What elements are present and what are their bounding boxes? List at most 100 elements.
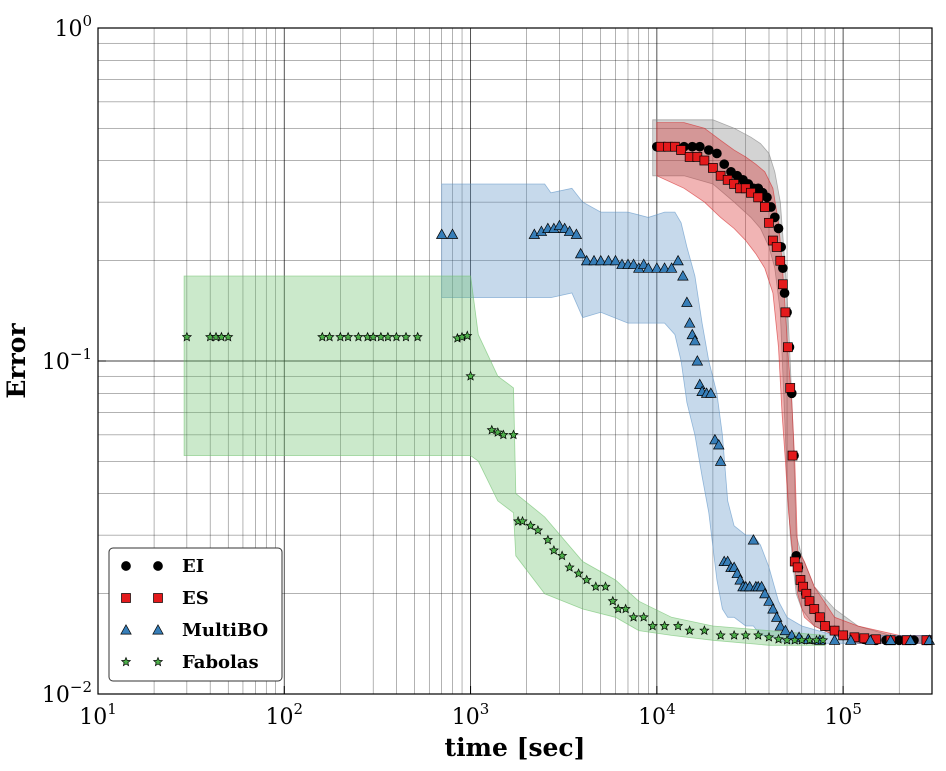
point-multibo [672,254,684,266]
point-fabolas [462,330,473,341]
point-fabolas [817,634,829,645]
point-fabolas [542,534,553,545]
point-es [792,562,803,573]
y-tick-label: 10−1 [42,345,92,375]
point-es [699,155,710,166]
point-fabolas [556,550,568,561]
point-fabolas [382,331,394,342]
legend-marker [120,656,132,667]
point-fabolas [573,568,584,578]
point-es [778,279,788,290]
y-tick-label: 100 [54,12,92,42]
error-bands [183,119,933,646]
point-ei [779,288,790,298]
point-fabolas [715,630,726,640]
point-multibo [691,355,704,366]
legend-marker [120,624,132,635]
point-multibo [446,228,459,239]
point-fabolas [486,424,497,435]
legend-label: MultiBO [182,620,268,641]
point-es [759,202,770,212]
point-ei [773,223,784,234]
point-fabolas [391,331,402,342]
point-multibo [705,387,717,398]
point-multibo [763,595,775,606]
point-es [780,307,791,318]
point-fabolas [638,611,649,622]
point-multibo [864,634,877,645]
point-multibo [609,254,622,266]
point-fabolas [672,620,684,631]
point-fabolas [590,581,601,592]
point-es [708,163,718,173]
point-fabolas [492,427,503,437]
point-multibo [580,254,593,266]
point-fabolas [628,611,639,622]
legend-label: Fabolas [182,652,259,673]
point-ei [762,192,772,203]
legend: EI ES MultiBO Fabolas [108,547,283,682]
point-fabolas [773,633,784,644]
point-es [820,621,830,631]
legend-marker [152,656,164,667]
x-tick-label: 102 [266,700,304,730]
legend-entry-fabolas: Fabolas [120,652,259,673]
point-ei [703,145,714,155]
point-fabolas [465,370,476,381]
point-multibo [683,317,696,328]
point-es [771,242,782,252]
point-es [775,255,786,266]
point-multibo [681,296,693,307]
point-multibo [677,270,689,281]
point-multibo [770,611,783,622]
point-fabolas [620,603,631,614]
x-tick-label: 103 [452,700,490,730]
point-multibo [627,258,640,269]
point-es [838,630,848,641]
point-fabolas [353,331,364,342]
point-multibo [755,580,768,592]
point-es [753,192,764,203]
point-fabolas [532,524,544,535]
point-fabolas [223,331,234,342]
point-multibo [689,334,701,346]
point-fabolas [412,331,423,342]
point-multibo [714,455,727,466]
point-es [785,383,796,393]
point-fabolas [699,625,710,636]
point-multibo [563,225,576,236]
point-fabolas [324,331,335,342]
band-fabolas [183,275,826,646]
point-multibo [759,587,771,599]
series-fabolas [181,330,829,645]
point-fabolas [548,544,559,555]
band-multibo [441,183,933,644]
point-es [676,145,686,155]
point-multibo [602,254,615,266]
point-multibo [767,603,779,614]
point-multibo [779,624,792,636]
point-multibo [658,262,671,273]
point-multibo [435,228,448,239]
x-tick-label: 104 [638,700,676,730]
point-fabolas [684,625,695,636]
point-multibo [651,262,663,273]
legend-box [108,547,283,682]
point-multibo [712,438,725,450]
legend-entry-ei: EI [121,556,204,577]
point-fabolas [659,620,670,631]
point-fabolas [763,631,775,642]
y-tick-label: 10−2 [42,678,92,708]
legend-marker [153,593,163,603]
point-multibo [904,634,917,645]
legend-marker [152,624,164,635]
point-es [814,612,825,623]
point-es [783,342,793,353]
point-fabolas [342,331,354,342]
point-ei [719,159,730,170]
point-multibo [747,534,760,545]
point-ei [694,141,705,152]
point-fabolas [508,429,519,440]
point-multibo [828,634,841,645]
